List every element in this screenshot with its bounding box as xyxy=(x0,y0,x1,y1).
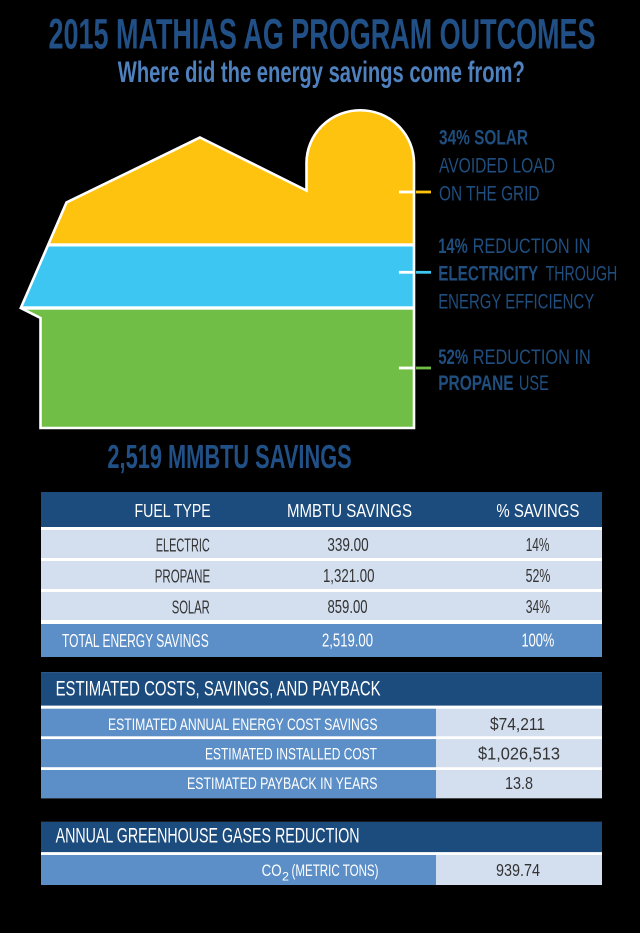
svg-text:34%: 34% xyxy=(526,596,550,617)
svg-text:ESTIMATED COSTS, SAVINGS, AND: ESTIMATED COSTS, SAVINGS, AND PAYBACK xyxy=(56,677,381,701)
svg-text:ON THE GRID: ON THE GRID xyxy=(439,181,540,205)
svg-text:13.8: 13.8 xyxy=(505,773,533,793)
svg-text:SOLAR: SOLAR xyxy=(172,597,210,618)
svg-text:939.74: 939.74 xyxy=(496,860,540,880)
svg-text:$74,211: $74,211 xyxy=(490,714,545,734)
svg-text:ELECTRICITY: ELECTRICITY xyxy=(438,262,538,286)
svg-text:14%: 14% xyxy=(526,534,550,555)
svg-text:339.00: 339.00 xyxy=(327,534,368,555)
svg-text:2,519 MMBTU SAVINGS: 2,519 MMBTU SAVINGS xyxy=(107,438,351,475)
svg-text:2015 MATHIAS AG PROGRAM OUTCOM: 2015 MATHIAS AG PROGRAM OUTCOMES xyxy=(49,11,596,59)
svg-text:AVOIDED LOAD: AVOIDED LOAD xyxy=(439,153,555,177)
svg-text:52%: 52% xyxy=(438,345,468,369)
svg-text:2,519.00: 2,519.00 xyxy=(322,629,373,650)
svg-text:ANNUAL GREENHOUSE GASES REDUCT: ANNUAL GREENHOUSE GASES REDUCTION xyxy=(56,824,360,848)
svg-text:ESTIMATED PAYBACK IN YEARS: ESTIMATED PAYBACK IN YEARS xyxy=(187,774,378,793)
svg-text:PROPANE: PROPANE xyxy=(155,565,211,586)
svg-text:CO: CO xyxy=(262,861,282,880)
svg-text:Where did the energy savings c: Where did the energy savings come from? xyxy=(118,56,525,89)
svg-text:MMBTU SAVINGS: MMBTU SAVINGS xyxy=(287,500,412,521)
svg-text:REDUCTION IN: REDUCTION IN xyxy=(473,234,591,258)
svg-text:FUEL TYPE: FUEL TYPE xyxy=(135,500,211,521)
svg-text:34% SOLAR: 34% SOLAR xyxy=(439,126,528,150)
svg-text:% SAVINGS: % SAVINGS xyxy=(496,500,579,521)
svg-text:52%: 52% xyxy=(526,565,551,586)
svg-text:ENERGY EFFICIENCY: ENERGY EFFICIENCY xyxy=(438,290,594,314)
svg-text:$1,026,513: $1,026,513 xyxy=(478,744,560,764)
svg-text:REDUCTION IN: REDUCTION IN xyxy=(473,345,591,369)
svg-text:USE: USE xyxy=(519,371,549,395)
svg-text:ELECTRIC: ELECTRIC xyxy=(156,534,210,555)
svg-text:2: 2 xyxy=(282,872,289,884)
svg-text:(METRIC TONS): (METRIC TONS) xyxy=(292,861,379,880)
svg-text:1,321.00: 1,321.00 xyxy=(323,565,375,586)
svg-text:ESTIMATED INSTALLED COST: ESTIMATED INSTALLED COST xyxy=(205,745,377,764)
svg-text:PROPANE: PROPANE xyxy=(438,371,513,395)
svg-text:14%: 14% xyxy=(438,234,468,258)
svg-text:THROUGH: THROUGH xyxy=(546,262,618,286)
svg-text:TOTAL ENERGY SAVINGS: TOTAL ENERGY SAVINGS xyxy=(62,630,209,651)
svg-text:ESTIMATED ANNUAL ENERGY COST S: ESTIMATED ANNUAL ENERGY COST SAVINGS xyxy=(108,715,378,734)
svg-text:859.00: 859.00 xyxy=(328,596,368,617)
svg-text:100%: 100% xyxy=(522,629,555,650)
